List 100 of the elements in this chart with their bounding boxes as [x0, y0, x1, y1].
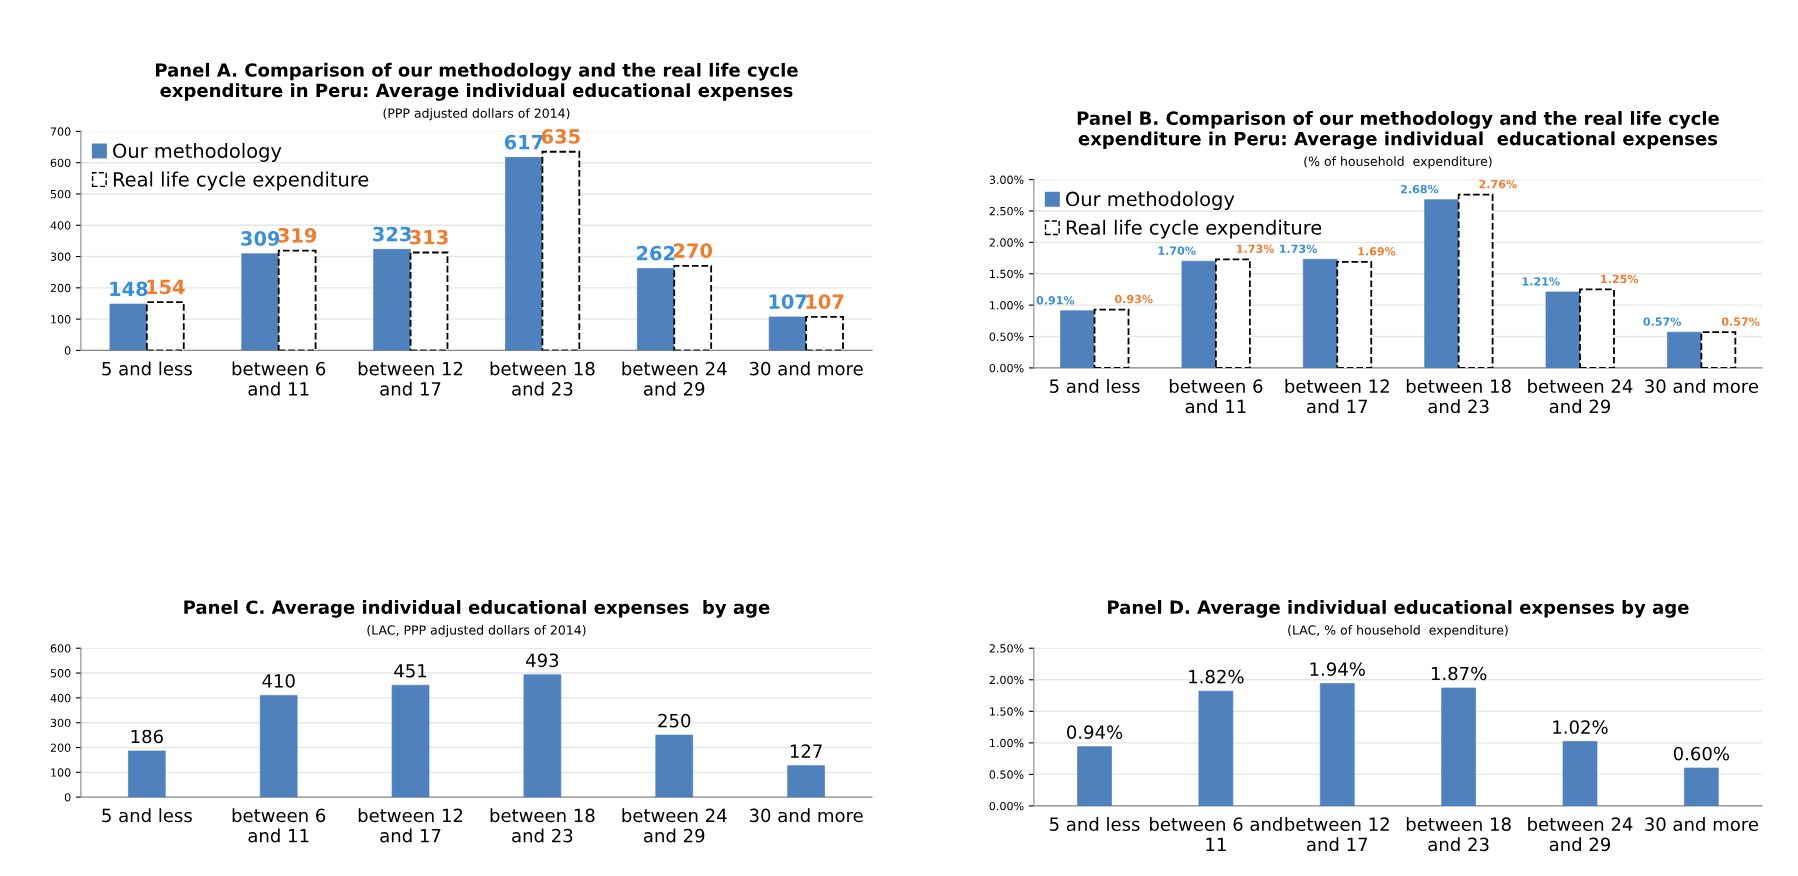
bar	[1424, 199, 1459, 368]
bar	[787, 765, 825, 798]
bar	[1441, 687, 1476, 806]
legend-label: Real life cycle expenditure	[113, 171, 369, 191]
data-label: 309	[241, 231, 280, 246]
data-label: 107	[806, 294, 844, 309]
x-tick-label: 5 and less	[1049, 379, 1140, 394]
x-tick-label: between 24 and 29	[622, 808, 727, 843]
y-tick-label: 500	[50, 669, 71, 678]
data-label: 1.02%	[1553, 720, 1608, 734]
x-tick-label: between 12 and 17	[358, 361, 463, 396]
chart-subtitle: (% of household expenditure)	[1304, 156, 1492, 169]
chart-title: Panel A. Comparison of our methodology and the real life cycle expenditure in Peru: Average individual educational expenses	[156, 62, 798, 101]
legend-label: Real life cycle expenditure	[1066, 219, 1322, 239]
bar	[541, 150, 581, 351]
data-label: 2.68%	[1401, 184, 1439, 194]
x-tick-label: between 12 and 17	[1285, 379, 1389, 414]
x-tick-label: between 24 and 29	[622, 361, 727, 396]
x-tick-label: between 18 and 23	[490, 808, 595, 843]
bar	[1198, 690, 1234, 806]
x-tick-label: 30 and more	[749, 361, 863, 376]
bar	[768, 316, 807, 351]
x-tick-label: 30 and more	[1645, 379, 1758, 394]
bar	[109, 303, 148, 351]
bar	[277, 249, 317, 351]
data-label: 0.57%	[1721, 317, 1760, 326]
y-tick-label: 2.00%	[989, 238, 1024, 247]
x-tick-label: between 6 and 11	[232, 361, 326, 396]
y-tick-label: 2.50%	[989, 206, 1024, 216]
bar	[1457, 193, 1494, 368]
data-label: 1.21%	[1522, 277, 1560, 286]
bar	[1545, 291, 1581, 368]
x-tick-label: 30 and more	[1645, 817, 1758, 832]
y-tick-label: 100	[51, 315, 71, 324]
bar	[636, 268, 675, 351]
bar	[1579, 288, 1615, 368]
bar	[1060, 310, 1095, 368]
y-tick-label: 300	[50, 718, 71, 728]
bar	[241, 253, 280, 351]
chart-title: Panel C. Average individual educational expenses by age	[184, 600, 770, 618]
data-label: 0.93%	[1115, 294, 1153, 304]
data-label: 1.87%	[1431, 666, 1487, 681]
x-tick-label: between 24 and 29	[1528, 817, 1633, 852]
bar	[805, 316, 844, 351]
x-tick-label: 5 and less	[102, 361, 192, 376]
data-label: 127	[790, 744, 822, 758]
data-label: 617	[504, 134, 543, 150]
data-label: 1.73%	[1237, 244, 1275, 253]
bar	[409, 251, 449, 351]
data-label: 154	[147, 279, 185, 295]
x-tick-label: between 12 and 17	[1285, 817, 1389, 852]
bar	[1684, 767, 1719, 806]
data-label: 1.73%	[1280, 244, 1317, 253]
bar	[391, 684, 430, 798]
bar	[145, 301, 185, 351]
data-label: 1.94%	[1310, 662, 1365, 676]
bar	[1181, 260, 1217, 368]
bar	[373, 249, 411, 351]
data-label: 313	[410, 229, 448, 245]
data-label: 270	[673, 243, 713, 258]
x-tick-label: between 6 and 11	[1169, 379, 1263, 414]
data-label: 319	[278, 227, 317, 243]
x-tick-label: between 6 and 11	[1150, 817, 1282, 851]
y-tick-label: 400	[50, 693, 71, 703]
x-tick-label: between 18 and 23	[1406, 817, 1511, 852]
y-tick-label: 0.00%	[989, 363, 1024, 373]
data-label: 323	[373, 226, 411, 242]
x-tick-label: between 24 and 29	[1528, 379, 1633, 414]
x-tick-label: between 18 and 23	[1406, 379, 1511, 414]
y-tick-label: 400	[50, 221, 71, 230]
data-label: 1.70%	[1158, 246, 1196, 255]
y-tick-label: 200	[50, 743, 71, 752]
y-tick-label: 2.00%	[989, 675, 1024, 685]
y-tick-label: 600	[50, 644, 71, 653]
y-tick-label: 0	[64, 793, 71, 802]
bar	[1319, 683, 1355, 806]
x-tick-label: between 6 and 11	[232, 808, 326, 843]
x-tick-label: 30 and more	[749, 808, 863, 823]
data-label: 410	[262, 674, 295, 688]
data-label: 186	[131, 729, 163, 744]
bar	[523, 674, 562, 798]
bar	[1562, 741, 1598, 806]
data-label: 493	[526, 653, 559, 668]
y-tick-label: 300	[50, 252, 71, 261]
y-tick-label: 200	[50, 283, 71, 293]
bar	[1214, 258, 1251, 368]
bar	[1336, 260, 1373, 368]
x-tick-label: between 18 and 23	[490, 361, 595, 396]
bar	[1667, 331, 1702, 368]
y-tick-label: 0.50%	[989, 332, 1024, 341]
y-tick-label: 1.00%	[990, 301, 1024, 310]
y-tick-label: 700	[50, 127, 71, 136]
data-label: 2.76%	[1479, 179, 1517, 189]
data-label: 0.94%	[1067, 725, 1123, 739]
data-label: 1.82%	[1189, 669, 1244, 684]
y-tick-label: 500	[50, 189, 71, 199]
y-tick-label: 0.50%	[989, 770, 1024, 779]
data-label: 1.25%	[1601, 274, 1639, 284]
x-tick-label: 5 and less	[1049, 817, 1140, 832]
data-label: 107	[769, 294, 807, 309]
